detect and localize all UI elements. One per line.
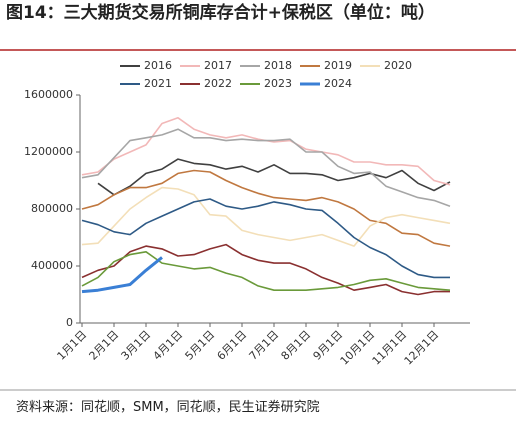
x-tick-label: 6月1日 — [215, 328, 250, 363]
x-tick-label: 11月1日 — [370, 328, 410, 368]
x-tick-label: 4月1日 — [151, 328, 186, 363]
series-line — [81, 169, 451, 247]
series-line — [81, 128, 451, 207]
x-tick-label: 7月1日 — [247, 328, 282, 363]
y-tick-label: 1200000 — [24, 145, 73, 158]
legend-label: 2019 — [324, 59, 352, 72]
series-line — [81, 198, 450, 279]
y-tick-label: 800000 — [31, 202, 73, 215]
y-tick-label: 1600000 — [24, 88, 73, 101]
x-tick-label: 5月1日 — [183, 328, 218, 363]
series-line — [81, 251, 451, 291]
legend-label: 2022 — [204, 77, 232, 90]
series-line — [81, 243, 450, 296]
series-line — [81, 117, 451, 186]
legend-label: 2016 — [144, 59, 172, 72]
y-tick-label: 0 — [66, 316, 73, 329]
y-tick-label: 400000 — [31, 259, 73, 272]
x-tick-label: 3月1日 — [119, 328, 154, 363]
legend-label: 2024 — [324, 77, 352, 90]
x-tick-label: 10月1日 — [338, 328, 378, 368]
legend-label: 2023 — [264, 77, 292, 90]
legend-label: 2020 — [384, 59, 412, 72]
series-line — [97, 158, 451, 196]
legend-label: 2017 — [204, 59, 232, 72]
chart-title: 图14：三大期货交易所铜库存合计+保税区（单位：吨） — [6, 3, 435, 23]
source-note: 资料来源：同花顺，SMM，同花顺，民生证券研究院 — [16, 400, 320, 415]
x-tick-label: 1月1日 — [55, 328, 90, 363]
legend-label: 2018 — [264, 59, 292, 72]
x-tick-label: 8月1日 — [279, 328, 314, 363]
x-tick-label: 2月1日 — [87, 328, 122, 363]
x-tick-label: 12月1日 — [402, 328, 442, 368]
series-line — [81, 186, 451, 247]
series-line — [81, 256, 163, 294]
legend-label: 2021 — [144, 77, 172, 90]
